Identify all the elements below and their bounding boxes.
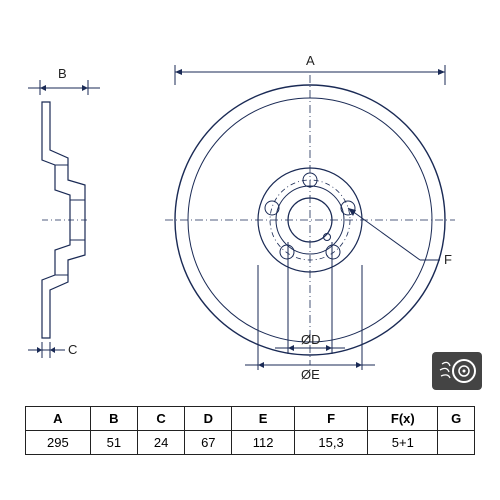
val-c: 24 <box>137 431 184 455</box>
front-view: A <box>165 53 455 382</box>
col-e: E <box>232 407 294 431</box>
val-g <box>438 431 475 455</box>
val-e: 112 <box>232 431 294 455</box>
val-fx: 5+1 <box>368 431 438 455</box>
col-d: D <box>185 407 232 431</box>
label-b: B <box>58 66 67 81</box>
side-view: B C <box>28 66 100 358</box>
col-f: F <box>294 407 368 431</box>
table-row: 295 51 24 67 112 15,3 5+1 <box>26 431 475 455</box>
page-container: B C <box>0 0 500 500</box>
val-a: 295 <box>26 431 91 455</box>
label-a: A <box>306 53 315 68</box>
label-f: F <box>444 252 452 267</box>
col-a: A <box>26 407 91 431</box>
val-b: 51 <box>90 431 137 455</box>
technical-drawing: B C <box>10 30 490 390</box>
col-b: B <box>90 407 137 431</box>
label-c: C <box>68 342 77 357</box>
table-header-row: A B C D E F F(x) G <box>26 407 475 431</box>
dimensions-table: A B C D E F F(x) G 295 51 24 67 112 15 <box>25 406 475 455</box>
label-e: ØE <box>301 367 320 382</box>
col-c: C <box>137 407 184 431</box>
val-d: 67 <box>185 431 232 455</box>
brake-disc-icon <box>432 352 482 390</box>
val-f: 15,3 <box>294 431 368 455</box>
label-d: ØD <box>301 332 321 347</box>
col-fx: F(x) <box>368 407 438 431</box>
col-g: G <box>438 407 475 431</box>
